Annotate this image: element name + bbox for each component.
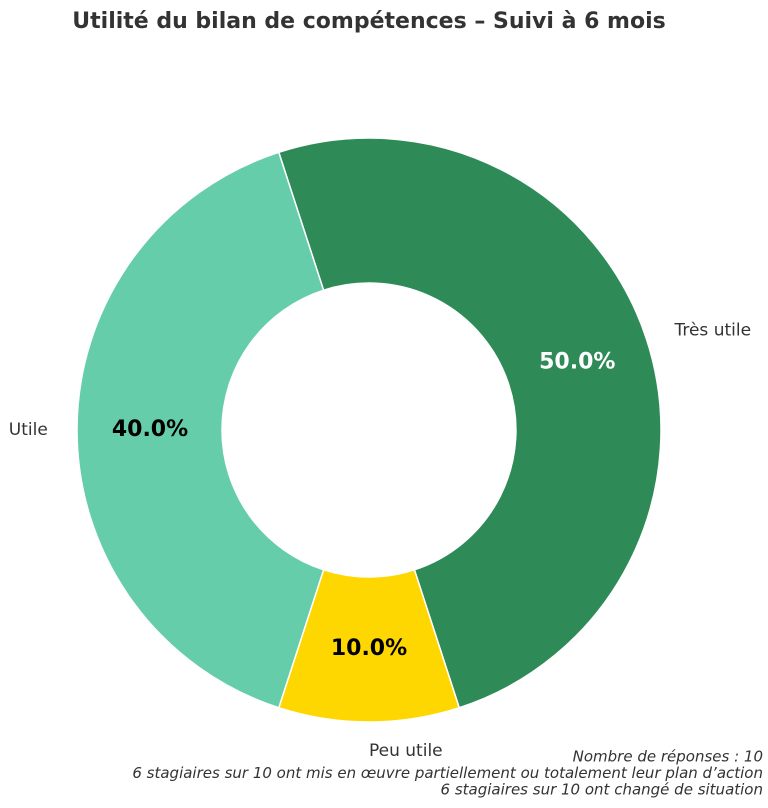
annotation: 6 stagiaires sur 10 ont changé de situat…	[441, 781, 763, 799]
wedge	[76, 151, 325, 709]
annotation: Nombre de réponses : 10	[573, 748, 763, 766]
value-label: 40.0%	[112, 417, 188, 442]
chart-title: Utilité du bilan de compétences – Suivi …	[72, 9, 665, 34]
annotation: 6 stagiaires sur 10 ont mis en œuvre par…	[132, 764, 763, 782]
category-label: Très utile	[673, 321, 751, 341]
value-label: 10.0%	[331, 636, 407, 661]
wedge	[277, 137, 662, 709]
category-label: Peu utile	[369, 741, 443, 761]
category-label: Utile	[9, 420, 48, 440]
value-label: 50.0%	[539, 349, 615, 374]
